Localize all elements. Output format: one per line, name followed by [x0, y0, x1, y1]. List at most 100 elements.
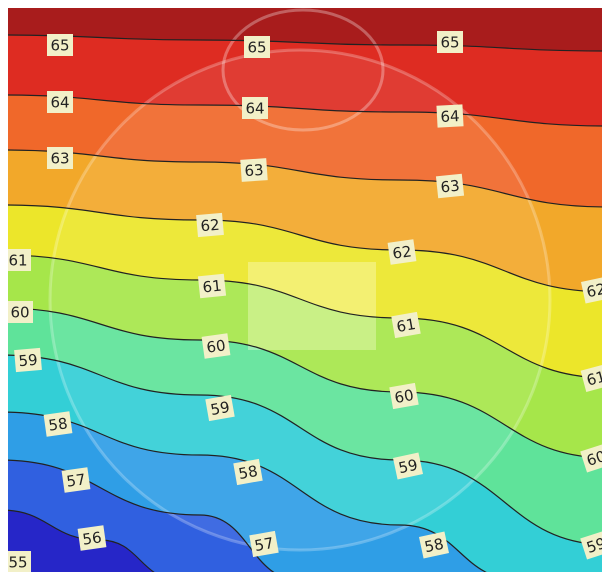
label-box	[205, 394, 235, 422]
level-label: 59	[209, 398, 231, 419]
level-label: 61	[395, 315, 417, 336]
label-box	[47, 91, 73, 113]
contour-label: 60	[201, 333, 231, 359]
label-box	[8, 551, 31, 572]
level-label: 58	[237, 462, 259, 483]
level-label: 62	[585, 280, 602, 302]
label-box	[61, 467, 91, 493]
label-box	[580, 530, 602, 560]
contour-line	[8, 307, 602, 459]
level-label: 58	[423, 535, 445, 557]
level-label: 60	[10, 304, 29, 322]
contour-label: 64	[47, 91, 73, 113]
contour-label: 61	[580, 364, 602, 392]
label-box	[387, 239, 417, 265]
label-box	[580, 443, 602, 473]
level-label: 64	[245, 100, 264, 118]
contour-line	[8, 254, 602, 379]
label-box	[392, 452, 424, 480]
label-box	[249, 530, 279, 558]
label-box	[240, 158, 268, 182]
level-label: 64	[440, 107, 460, 126]
contour-label: 61	[197, 273, 227, 299]
contour-label: 57	[61, 467, 91, 493]
contour-label: 61	[391, 311, 421, 339]
level-label: 61	[8, 252, 27, 270]
level-label: 63	[50, 150, 69, 168]
level-label: 57	[65, 470, 86, 490]
label-box	[437, 31, 463, 53]
label-box	[196, 212, 224, 238]
level-label: 60	[393, 386, 415, 407]
contour-line	[8, 354, 602, 546]
level-label: 60	[584, 447, 602, 470]
label-box	[418, 531, 450, 559]
contour-label: 58	[233, 458, 263, 486]
label-box	[47, 147, 73, 169]
level-label: 63	[244, 161, 264, 180]
level-label: 61	[585, 367, 602, 389]
contour-label: 62	[580, 276, 602, 304]
contour-label: 59	[14, 347, 42, 373]
contour-line	[8, 411, 488, 572]
label-box	[389, 382, 419, 410]
level-label: 63	[440, 177, 461, 197]
contour-label: 60	[389, 382, 419, 410]
level-label: 61	[202, 277, 223, 297]
contour-label: 55	[8, 551, 31, 572]
level-label: 55	[8, 554, 27, 572]
level-label: 65	[440, 34, 459, 52]
contour-label: 63	[435, 173, 465, 199]
label-box	[242, 97, 268, 119]
contour-label: 62	[196, 212, 224, 238]
contour-line	[8, 204, 602, 293]
contour-label: 57	[249, 530, 279, 558]
contour-label: 64	[436, 104, 464, 128]
label-box	[8, 249, 31, 271]
label-box	[43, 411, 73, 437]
contour-label: 64	[242, 97, 268, 119]
contour-label: 63	[47, 147, 73, 169]
contour-label: 58	[418, 531, 450, 559]
label-box	[436, 104, 464, 128]
level-label: 65	[247, 39, 266, 57]
contour-line	[8, 34, 602, 52]
contour-label: 58	[43, 411, 73, 437]
label-box	[197, 273, 227, 299]
level-label: 57	[253, 534, 275, 555]
label-box	[580, 276, 602, 304]
level-label: 59	[397, 456, 419, 478]
level-label: 59	[18, 351, 39, 371]
contour-label: 59	[580, 530, 602, 560]
level-label: 62	[391, 242, 412, 262]
label-box	[77, 525, 107, 551]
level-label: 62	[200, 216, 221, 236]
label-box	[47, 34, 73, 56]
photo-outline	[221, 8, 385, 132]
contour-line	[8, 94, 602, 127]
level-label: 64	[50, 94, 69, 112]
contour-label: 65	[47, 34, 73, 56]
contour-label: 65	[244, 36, 270, 58]
photo-label	[248, 262, 376, 350]
label-box	[435, 173, 465, 199]
level-label: 60	[205, 336, 226, 356]
contour-label: 62	[387, 239, 417, 265]
label-box	[201, 333, 231, 359]
label-box	[244, 36, 270, 58]
label-box	[580, 364, 602, 392]
contour-label: 59	[392, 452, 424, 480]
level-label: 58	[47, 414, 68, 434]
label-box	[14, 347, 42, 373]
contour-label: 56	[77, 525, 107, 551]
contour-label: 60	[8, 301, 33, 323]
label-box	[233, 458, 263, 486]
contour-label: 61	[8, 249, 31, 271]
level-label: 65	[50, 37, 69, 55]
contour-label: 59	[205, 394, 235, 422]
photo-outline	[48, 48, 552, 552]
level-label: 56	[81, 528, 102, 548]
contour-label: 65	[437, 31, 463, 53]
